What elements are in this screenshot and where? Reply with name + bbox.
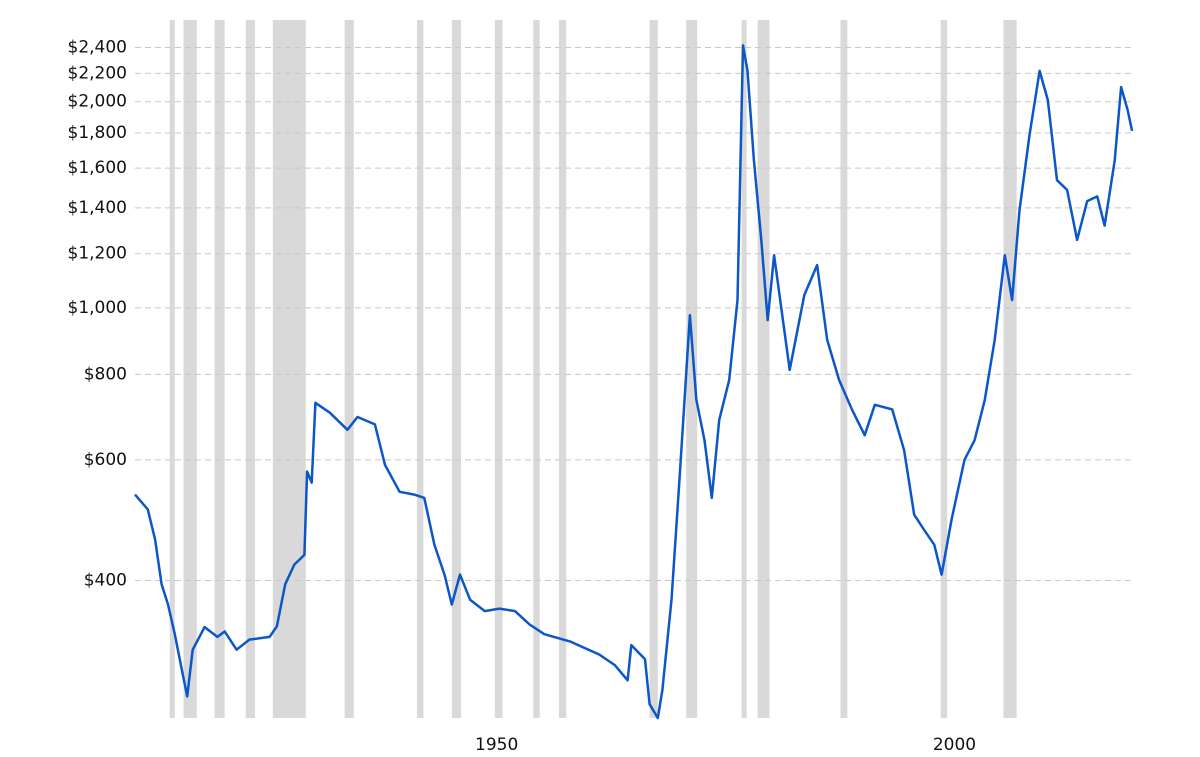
recession-band <box>940 20 948 718</box>
x-tick-label: 1950 <box>475 735 518 755</box>
recession-band <box>558 20 567 718</box>
recession-band <box>451 20 461 718</box>
y-tick-label: $600 <box>84 450 127 470</box>
x-tick-label: 2000 <box>933 735 976 755</box>
y-tick-label: $1,200 <box>68 244 127 264</box>
y-tick-label: $2,400 <box>68 37 127 57</box>
recession-band <box>757 20 770 718</box>
y-tick-label: $2,000 <box>68 92 127 112</box>
recession-band <box>169 20 175 718</box>
price-line <box>134 44 1134 720</box>
recession-band <box>494 20 503 718</box>
recession-band <box>417 20 424 718</box>
recession-band <box>245 20 255 718</box>
recession-band <box>840 20 848 718</box>
recession-band <box>183 20 197 718</box>
y-tick-label: $1,400 <box>68 198 127 218</box>
recession-band <box>649 20 658 718</box>
recession-band <box>533 20 540 718</box>
recession-band <box>686 20 698 718</box>
y-tick-label: $2,200 <box>68 63 127 83</box>
recession-band <box>1003 20 1017 718</box>
recession-band <box>344 20 354 718</box>
recession-band <box>214 20 225 718</box>
recession-band <box>272 20 306 718</box>
y-tick-label: $1,600 <box>68 158 127 178</box>
y-tick-label: $800 <box>84 364 127 384</box>
recession-band <box>741 20 747 718</box>
y-tick-label: $400 <box>84 571 127 591</box>
y-tick-label: $1,000 <box>68 298 127 318</box>
y-tick-label: $1,800 <box>68 123 127 143</box>
